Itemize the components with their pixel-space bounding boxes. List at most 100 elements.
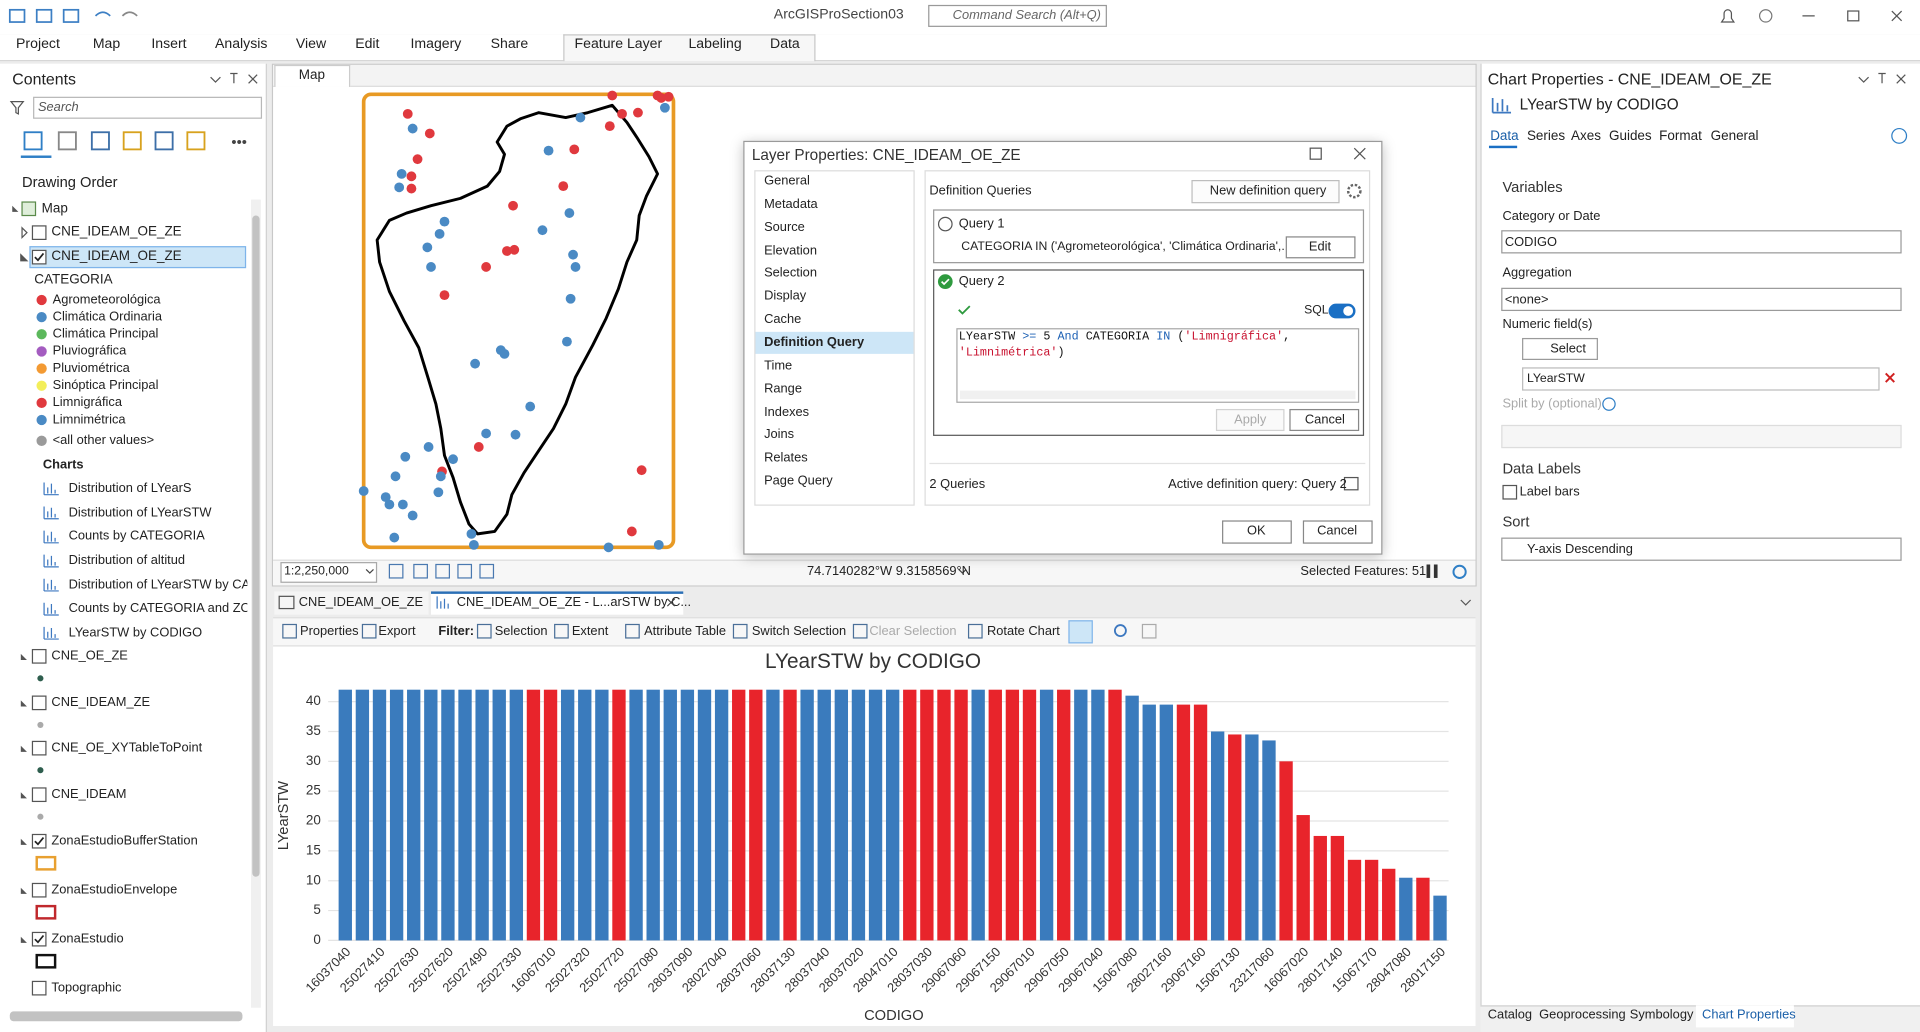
command-search-placeholder[interactable]: Command Search (Alt+Q) <box>952 8 1101 23</box>
dialog-nav-item[interactable]: General <box>764 173 810 189</box>
cancel-button[interactable] <box>1302 520 1373 544</box>
pane-tab[interactable]: Catalog <box>1487 1007 1533 1023</box>
checkbox[interactable] <box>31 882 47 898</box>
checkbox[interactable] <box>31 787 47 803</box>
property-tab[interactable]: Series <box>1526 129 1566 144</box>
chart-item[interactable]: Distribution of LYearSTW <box>68 504 212 520</box>
dialog-nav-item[interactable]: Joins <box>764 427 795 443</box>
chart-item[interactable]: Distribution of altitud <box>68 553 186 568</box>
dialog-nav-item[interactable]: Source <box>764 219 805 235</box>
select-button[interactable] <box>1522 337 1598 360</box>
dialog-nav-item[interactable]: Definition Query <box>764 335 865 350</box>
checkbox[interactable] <box>1502 484 1518 500</box>
aggregation-dropdown[interactable] <box>1501 287 1902 312</box>
ok-button[interactable] <box>1222 520 1292 544</box>
layer-name[interactable]: ZonaEstudio <box>51 931 124 947</box>
toolbar-button[interactable]: Extent <box>571 624 609 639</box>
layer-name[interactable]: CNE_IDEAM_ZE <box>51 695 151 710</box>
map-tab-label[interactable]: Map <box>298 67 325 83</box>
contents-search-box[interactable] <box>33 96 263 119</box>
checkbox[interactable] <box>31 980 47 996</box>
chart-tab-chart[interactable] <box>431 591 684 615</box>
layer-name[interactable]: CNE_IDEAM_OE_ZE <box>51 249 182 264</box>
toolbar-button[interactable]: Export <box>378 624 416 639</box>
layer-name[interactable]: Topographic <box>51 980 122 996</box>
button-label[interactable]: Cancel <box>1317 523 1358 539</box>
category-dropdown[interactable] <box>1501 230 1902 254</box>
chart-item[interactable]: Distribution of LYearS <box>68 480 192 496</box>
chart-tab-table[interactable] <box>274 591 429 615</box>
chart-item[interactable]: Counts by CATEGORIA and ZONA <box>68 601 248 616</box>
dropdown-value[interactable]: Y-axis Descending <box>1526 541 1633 557</box>
dialog-nav-item[interactable]: Range <box>764 381 802 396</box>
button-label[interactable]: New definition query <box>1209 183 1327 199</box>
dialog-nav-item[interactable]: Cache <box>764 311 802 327</box>
command-search-box[interactable] <box>928 4 1107 27</box>
layer-name[interactable]: CNE_IDEAM_OE_ZE <box>51 224 182 240</box>
ribbon-tab[interactable]: Data <box>770 36 800 52</box>
toolbar-button[interactable]: Selection <box>494 624 548 639</box>
property-tab[interactable]: Data <box>1490 129 1519 144</box>
ribbon-tab[interactable]: Imagery <box>410 36 462 52</box>
sort-dropdown[interactable] <box>1501 537 1902 561</box>
checkbox[interactable] <box>31 695 47 711</box>
layer-name[interactable]: ZonaEstudioBufferStation <box>51 833 198 849</box>
ribbon-tab[interactable]: Share <box>490 36 529 52</box>
ribbon-tab[interactable]: Project <box>16 36 60 52</box>
toolbar-button[interactable]: Attribute Table <box>644 624 727 639</box>
chart-item[interactable]: LYearSTW by CODIGO <box>68 625 203 640</box>
view-tab[interactable]: CNE_IDEAM_OE_ZE <box>298 594 424 610</box>
ribbon-tab[interactable]: Labeling <box>688 36 742 52</box>
button-label[interactable]: OK <box>1247 523 1266 539</box>
ribbon-tab[interactable]: Map <box>92 36 121 52</box>
checkbox[interactable] <box>31 740 47 756</box>
ribbon-tab[interactable]: Feature Layer <box>574 36 663 52</box>
query-cancel-button[interactable] <box>1289 408 1360 432</box>
pane-tab[interactable]: Geoprocessing <box>1539 1007 1626 1023</box>
ribbon-tab[interactable]: Edit <box>355 36 380 52</box>
property-tab[interactable]: Format <box>1659 129 1702 144</box>
checkbox[interactable] <box>31 225 47 240</box>
checkbox[interactable] <box>31 931 47 947</box>
checkbox[interactable] <box>31 833 47 849</box>
toolbar-button[interactable]: Rotate Chart <box>986 624 1060 639</box>
ribbon-tab[interactable]: Insert <box>151 36 187 52</box>
ribbon-tab[interactable]: View <box>295 36 327 52</box>
dialog-nav-item[interactable]: Page Query <box>764 473 833 489</box>
dropdown-value[interactable]: CODIGO <box>1504 234 1558 249</box>
dialog-nav-item[interactable]: Metadata <box>764 196 818 212</box>
numeric-field-box[interactable] <box>1522 367 1880 391</box>
chart-item[interactable]: Counts by CATEGORIA <box>68 528 205 544</box>
checkbox-label[interactable]: Label bars <box>1519 484 1580 500</box>
search-placeholder[interactable]: Search <box>37 100 79 115</box>
new-query-button[interactable] <box>1191 180 1340 204</box>
edit-button[interactable] <box>1285 236 1356 259</box>
checkbox[interactable] <box>31 648 47 664</box>
layer-name[interactable]: CNE_IDEAM <box>51 786 127 802</box>
button-label[interactable]: Cancel <box>1304 412 1345 427</box>
ribbon-tab[interactable]: Analysis <box>215 36 268 52</box>
checkbox[interactable] <box>31 249 47 265</box>
pane-tab[interactable]: Symbology <box>1629 1007 1694 1023</box>
layer-name[interactable]: ZonaEstudioEnvelope <box>51 882 178 898</box>
dialog-nav-item[interactable]: Time <box>764 358 793 373</box>
layer-name[interactable]: CNE_OE_ZE <box>51 648 128 664</box>
dialog-nav-item[interactable]: Relates <box>764 450 808 466</box>
dialog-nav-item[interactable]: Selection <box>764 265 817 281</box>
property-tab[interactable]: General <box>1710 129 1759 144</box>
chart-item[interactable]: Distribution of LYearSTW by CATEG <box>68 577 248 592</box>
toolbar-button[interactable]: Switch Selection <box>751 624 847 639</box>
dialog-nav-item[interactable]: Indexes <box>764 404 810 420</box>
map-tab[interactable] <box>274 64 351 87</box>
dialog-nav-item[interactable]: Elevation <box>764 242 817 258</box>
button-label[interactable]: Select <box>1550 341 1586 356</box>
layer-name[interactable]: CNE_OE_XYTableToPoint <box>51 740 203 756</box>
button-label[interactable]: Edit <box>1308 239 1332 255</box>
pane-tab[interactable]: Chart Properties <box>1702 1007 1796 1023</box>
map-scale[interactable]: 1:2,250,000 <box>284 564 349 578</box>
view-tab[interactable]: CNE_IDEAM_OE_ZE - L...arSTW by C... <box>456 594 692 610</box>
property-tab[interactable]: Axes <box>1571 129 1601 144</box>
dialog-nav-item[interactable]: Display <box>764 288 807 304</box>
scale-box[interactable] <box>280 562 378 583</box>
property-tab[interactable]: Guides <box>1608 129 1652 144</box>
